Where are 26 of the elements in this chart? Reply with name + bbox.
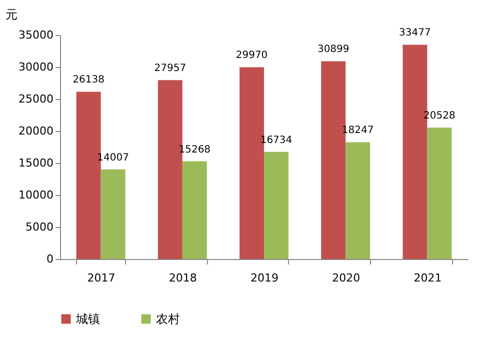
data-label: 26138 — [72, 74, 104, 86]
y-tick-label: 30000 — [18, 60, 54, 74]
bar — [346, 142, 370, 259]
bar — [427, 128, 452, 259]
x-tick-label: 2020 — [332, 272, 360, 284]
data-label: 33477 — [399, 28, 431, 39]
x-tick-label: 2017 — [87, 272, 116, 284]
legend-label: 农村 — [156, 312, 180, 326]
x-tick-label: 2021 — [414, 272, 442, 284]
data-label: 30899 — [317, 44, 350, 56]
bar — [182, 161, 207, 259]
data-label: 29970 — [236, 50, 268, 62]
bar — [100, 169, 126, 259]
y-tick-label: 35000 — [18, 28, 54, 42]
x-tick-label: 2019 — [250, 272, 278, 284]
y-axis-title: 元 — [6, 8, 18, 22]
data-label: 27957 — [154, 63, 186, 74]
y-tick-label: 5000 — [26, 220, 54, 234]
bar — [264, 152, 288, 259]
y-tick-label: 25000 — [18, 92, 54, 106]
legend-label: 城镇 — [75, 312, 100, 326]
y-tick-label: 15000 — [18, 156, 54, 170]
y-tick-label: 10000 — [18, 188, 54, 202]
y-tick-label: 0 — [46, 252, 54, 266]
y-tick-label: 20000 — [18, 124, 54, 138]
x-tick-label: 2018 — [168, 272, 197, 284]
